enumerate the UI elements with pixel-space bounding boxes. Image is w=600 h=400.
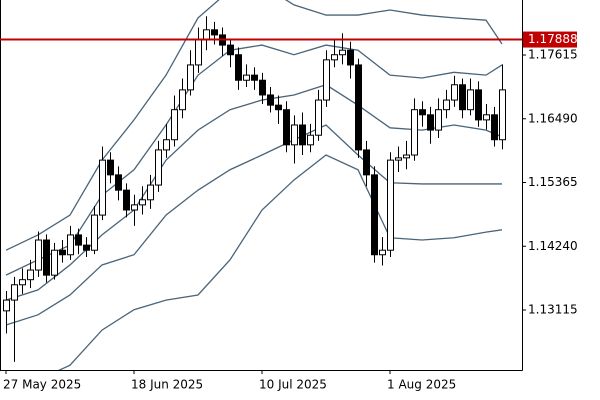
candle-body xyxy=(147,184,154,201)
candle-body xyxy=(203,29,210,41)
y-tick-label: 1.15365 xyxy=(528,175,578,189)
bollinger-band xyxy=(5,0,503,251)
candle-body xyxy=(107,159,114,176)
candle-body xyxy=(387,159,394,251)
candle-body xyxy=(435,109,442,131)
x-tick-label: 10 Jul 2025 xyxy=(259,378,327,392)
candle-body xyxy=(67,234,74,256)
candle-body xyxy=(139,199,146,206)
candle-body xyxy=(299,124,306,146)
candle-body xyxy=(155,149,162,186)
y-tick-label: 1.13115 xyxy=(528,302,578,316)
price-label: 1.17888 xyxy=(528,32,578,46)
candle-body xyxy=(115,174,122,191)
candle-body xyxy=(131,204,138,211)
candle-body xyxy=(227,44,234,56)
candle-body xyxy=(347,49,354,66)
candle-body xyxy=(171,109,178,141)
y-tick-label: 1.17615 xyxy=(528,48,578,62)
candle-body xyxy=(451,84,458,101)
candle-body xyxy=(339,49,346,56)
candle-body xyxy=(323,59,330,101)
candle-body xyxy=(211,29,218,36)
candle-body xyxy=(75,234,82,246)
x-tick-label: 1 Aug 2025 xyxy=(387,378,456,392)
bollinger-band xyxy=(5,124,502,326)
candle-body xyxy=(27,269,34,281)
candle-body xyxy=(59,249,66,256)
candle-body xyxy=(195,39,202,66)
candle-body xyxy=(251,74,258,81)
candle-body xyxy=(179,89,186,111)
candle-body xyxy=(163,139,170,151)
candle-body xyxy=(291,124,298,146)
candle-body xyxy=(363,149,370,176)
candle-body xyxy=(403,154,410,159)
candle-body xyxy=(43,239,50,276)
candle-body xyxy=(307,134,314,146)
x-tick-label: 18 Jun 2025 xyxy=(131,378,203,392)
candle-body xyxy=(411,109,418,156)
candle-body xyxy=(35,239,42,271)
candle-body xyxy=(379,249,386,256)
candle-body xyxy=(427,114,434,131)
candle-body xyxy=(283,109,290,146)
candle-body xyxy=(443,99,450,111)
price-label-box xyxy=(523,31,577,48)
candle-body xyxy=(371,174,378,256)
candle-body xyxy=(491,114,498,141)
candle-body xyxy=(467,89,474,111)
candle-body xyxy=(243,74,250,81)
candle-body xyxy=(11,284,18,301)
bollinger-band xyxy=(58,154,503,370)
candle-body xyxy=(483,114,490,121)
candle-body xyxy=(3,299,10,312)
candle-body xyxy=(235,54,242,81)
y-tick-label: 1.16490 xyxy=(528,111,578,125)
candle-body xyxy=(395,157,402,161)
candle-body xyxy=(475,89,482,121)
candle-body xyxy=(419,109,426,116)
candle-body xyxy=(51,249,58,276)
candle-body xyxy=(123,189,130,211)
candle-body xyxy=(331,54,338,61)
candle-body xyxy=(91,214,98,251)
y-tick-label: 1.14240 xyxy=(528,239,578,253)
candle-body xyxy=(275,104,282,111)
candle-body xyxy=(99,159,106,216)
plot-area xyxy=(3,0,506,370)
x-tick-label: 27 May 2025 xyxy=(3,378,81,392)
candle-body xyxy=(499,89,506,141)
bollinger-band xyxy=(5,44,503,276)
candle-body xyxy=(83,244,90,251)
candle-body xyxy=(315,99,322,136)
candle-body xyxy=(19,279,26,286)
candle-body xyxy=(459,84,466,111)
candle-body xyxy=(355,64,362,151)
candle-body xyxy=(267,94,274,106)
candle-body xyxy=(187,64,194,91)
candle-body xyxy=(259,79,266,96)
